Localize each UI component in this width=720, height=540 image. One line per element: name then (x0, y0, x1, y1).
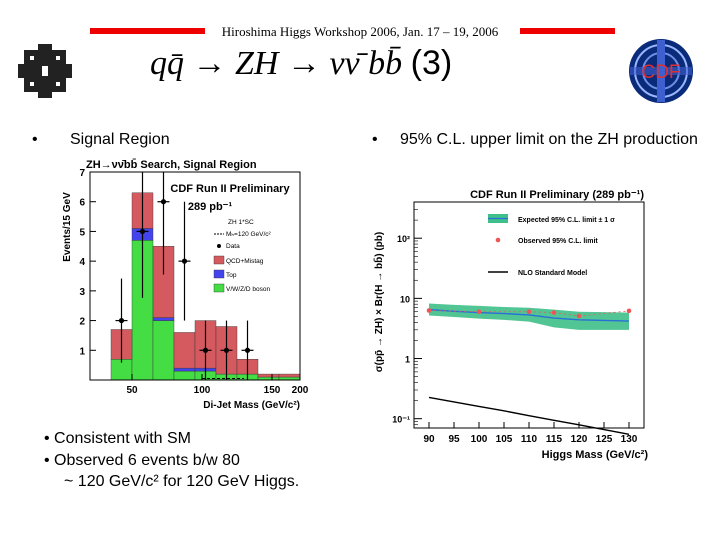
histo-legend-swatch (213, 283, 225, 293)
histo-legend-data-swatch (217, 244, 221, 248)
limit-ytick-label: 1 (405, 355, 410, 365)
limit-legend-label: Observed 95% C.L. limit (518, 238, 598, 245)
histo-ytick-label: 7 (79, 168, 85, 179)
histo-xtick-label: 50 (126, 385, 138, 396)
note-2: • Observed 6 events b/w 80 (44, 452, 240, 469)
limit-ytick-label: 10⁻¹ (392, 415, 410, 425)
limit-observed-point (526, 309, 532, 315)
histo-legend-label: QCD+Mistag (226, 258, 264, 265)
histo-xtick-label: 100 (194, 385, 211, 396)
note-3: ~ 120 GeV/c² for 120 GeV Higgs. (64, 473, 300, 490)
histo-ytick-label: 5 (79, 227, 85, 238)
histo-frame (89, 171, 301, 381)
header-bar-right (520, 28, 615, 34)
title-part: (3) (410, 44, 453, 82)
histo-ylabel: Events/15 GeV (62, 192, 73, 262)
histo-data-point (118, 317, 125, 324)
limit-observed-point (551, 310, 557, 315)
limit-observed-point (626, 308, 632, 314)
histo-bar (173, 332, 196, 369)
limit-ylabel: σ(pp̄ → ZH) × Br(H → bb̄) (pb) (373, 232, 385, 372)
fermilab-logo-icon (18, 44, 72, 98)
limit-xtick-label: 105 (496, 434, 513, 445)
left-bullet: • (32, 131, 38, 148)
limit-xtick-label: 115 (546, 434, 563, 445)
histo-ytick-label: 6 (79, 198, 85, 209)
histo-xlabel: Di-Jet Mass (GeV/c²) (203, 400, 300, 411)
histo-legend-swatch (213, 255, 225, 265)
limit-xtick-label: 100 (471, 434, 488, 445)
limit-observed-point (576, 313, 582, 319)
histo-legend-label: Data (226, 243, 240, 250)
note-2-text: Observed 6 events b/w 80 (54, 452, 240, 469)
zh-limit-plot: CDF Run II Preliminary (289 pb⁻¹)10⁻¹110… (373, 189, 649, 461)
limit-legend-label: NLO Standard Model (518, 270, 587, 277)
histo-ytick-label: 1 (79, 346, 85, 357)
histo-bar (257, 373, 280, 378)
cdf-logo-text: CDF (641, 62, 680, 83)
histo-bar (173, 370, 196, 381)
limit-expected-band (429, 303, 629, 330)
limit-observed-point (476, 309, 482, 315)
limit-xlabel: Higgs Mass (GeV/c²) (542, 449, 649, 461)
histo-xtick-label: 150 (264, 385, 281, 396)
note-1-text: Consistent with SM (54, 430, 191, 447)
histo-data-point (244, 347, 251, 353)
limit-legend-label: Expected 95% C.L. limit ± 1 σ (518, 217, 615, 224)
histo-data-point (223, 347, 230, 353)
limit-xtick-label: 90 (423, 434, 435, 445)
right-bullet: • (372, 131, 378, 148)
slide-title: qq̄ → ZH → νν̄ bb̄ (3) (150, 44, 570, 100)
limit-xtick-label: 110 (521, 434, 538, 445)
histo-xtick-label: 200 (292, 385, 308, 396)
signal-region-histogram: ZH→νν̄bb̄ Search, Signal Region 1 2 3 4 5 6 7 50… (62, 159, 308, 411)
limit-xtick-label: 95 (448, 434, 460, 445)
limit-xtick-label: 120 (571, 434, 588, 445)
histo-legend-label: ZH 1*SC (228, 219, 254, 226)
histo-bar (278, 373, 301, 378)
title-process: qq̄ → ZH → νν̄ bb̄ (150, 45, 403, 82)
histo-legend-label: Top (226, 272, 237, 279)
limit-legend-observed-swatch (495, 237, 501, 243)
header-bar-left (90, 28, 205, 34)
limit-ytick-label: 10 (400, 294, 410, 304)
workshop-title: Hiroshima Higgs Workshop 2006, Jan. 17 –… (221, 24, 499, 39)
cdf-logo-icon: CDF (629, 39, 693, 103)
histo-bar (152, 320, 175, 381)
histo-title: ZH→νν̄bb̄ Search, Signal Region (86, 159, 257, 171)
histo-ytick-label: 4 (79, 257, 85, 268)
histo-luminosity: 289 pb⁻¹ (188, 201, 233, 213)
right-heading: 95% C.L. upper limit on the ZH productio… (400, 131, 698, 148)
histo-ytick-label: 3 (79, 287, 85, 298)
limit-observed-point (426, 308, 432, 313)
histo-data-point (181, 258, 188, 264)
limit-observed-line (428, 310, 630, 317)
histo-bar (152, 317, 175, 321)
note-1: • Consistent with SM (44, 430, 191, 447)
limit-expected-line (428, 308, 630, 322)
limit-sm-line (428, 396, 630, 435)
limit-title: CDF Run II Preliminary (289 pb⁻¹) (470, 189, 644, 201)
left-heading: Signal Region (70, 131, 170, 148)
histo-data-point (139, 228, 146, 235)
histo-ytick-label: 2 (79, 317, 85, 328)
histo-legend-swatch (213, 269, 225, 279)
limit-ytick-label: 10² (397, 234, 410, 244)
histo-legend-label: Mₕ=120 GeV/c² (226, 231, 272, 238)
limit-xtick-label: 130 (621, 434, 638, 445)
histo-data-point (160, 199, 167, 205)
histo-legend-label: V/W/Z/D boson (226, 286, 270, 293)
histo-subtitle: CDF Run II Preliminary (170, 183, 290, 195)
histo-data-point (202, 347, 209, 353)
limit-xtick-label: 125 (596, 434, 613, 445)
histo-bar (173, 367, 196, 372)
